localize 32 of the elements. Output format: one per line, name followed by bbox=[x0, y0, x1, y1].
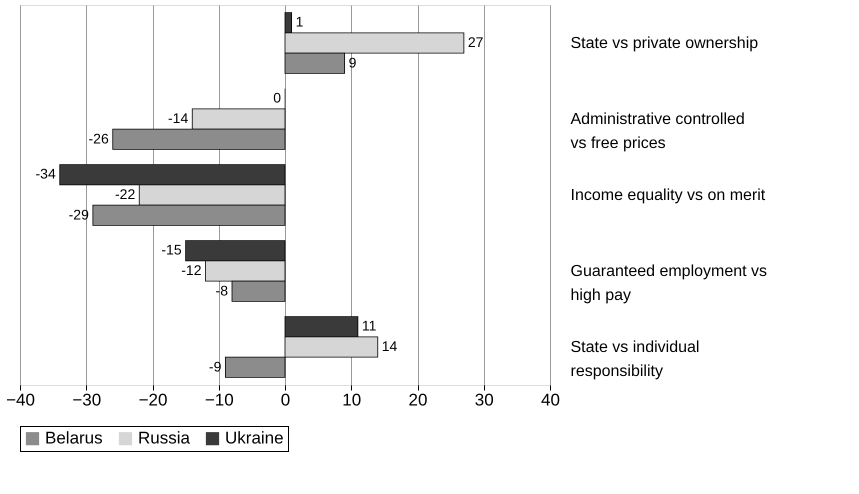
data-label: -14 bbox=[168, 110, 188, 126]
x-tick-label: −20 bbox=[138, 390, 168, 410]
x-tick-label: 40 bbox=[541, 390, 560, 410]
y-tick-label: Guaranteed employment vs high pay bbox=[570, 263, 768, 304]
y-tick-label: Administrative controlled vs free prices bbox=[570, 111, 745, 152]
data-label: 14 bbox=[382, 338, 398, 354]
x-tick-label: −10 bbox=[204, 390, 234, 410]
x-tick-label: −30 bbox=[72, 390, 102, 410]
y-tick-label: State vs individual responsibility bbox=[570, 339, 700, 380]
x-tick-label: −40 bbox=[6, 390, 35, 410]
data-label: -22 bbox=[115, 186, 136, 202]
x-tick-label: 30 bbox=[474, 390, 494, 410]
data-label: 27 bbox=[468, 34, 484, 50]
data-label: -8 bbox=[216, 282, 228, 298]
data-label: 1 bbox=[296, 14, 304, 30]
data-label: 9 bbox=[348, 54, 357, 70]
legend-label: Ukraine bbox=[225, 428, 284, 448]
y-tick-label: State vs private ownership bbox=[570, 35, 758, 52]
x-tick-label: 0 bbox=[280, 390, 290, 410]
data-label: 0 bbox=[273, 90, 282, 106]
data-label: -15 bbox=[161, 242, 182, 258]
data-label: -34 bbox=[36, 166, 56, 182]
x-tick-label: 20 bbox=[408, 390, 428, 410]
data-label: -12 bbox=[181, 262, 202, 278]
legend-label: Russia bbox=[138, 428, 191, 448]
y-tick-label: Income equality vs on merit bbox=[570, 187, 766, 204]
data-label: -9 bbox=[208, 358, 222, 374]
data-label: 11 bbox=[362, 318, 377, 334]
data-label: -26 bbox=[88, 130, 109, 146]
data-label: -29 bbox=[68, 206, 90, 222]
legend-label: Belarus bbox=[45, 428, 103, 448]
x-tick-label: 10 bbox=[342, 390, 362, 410]
